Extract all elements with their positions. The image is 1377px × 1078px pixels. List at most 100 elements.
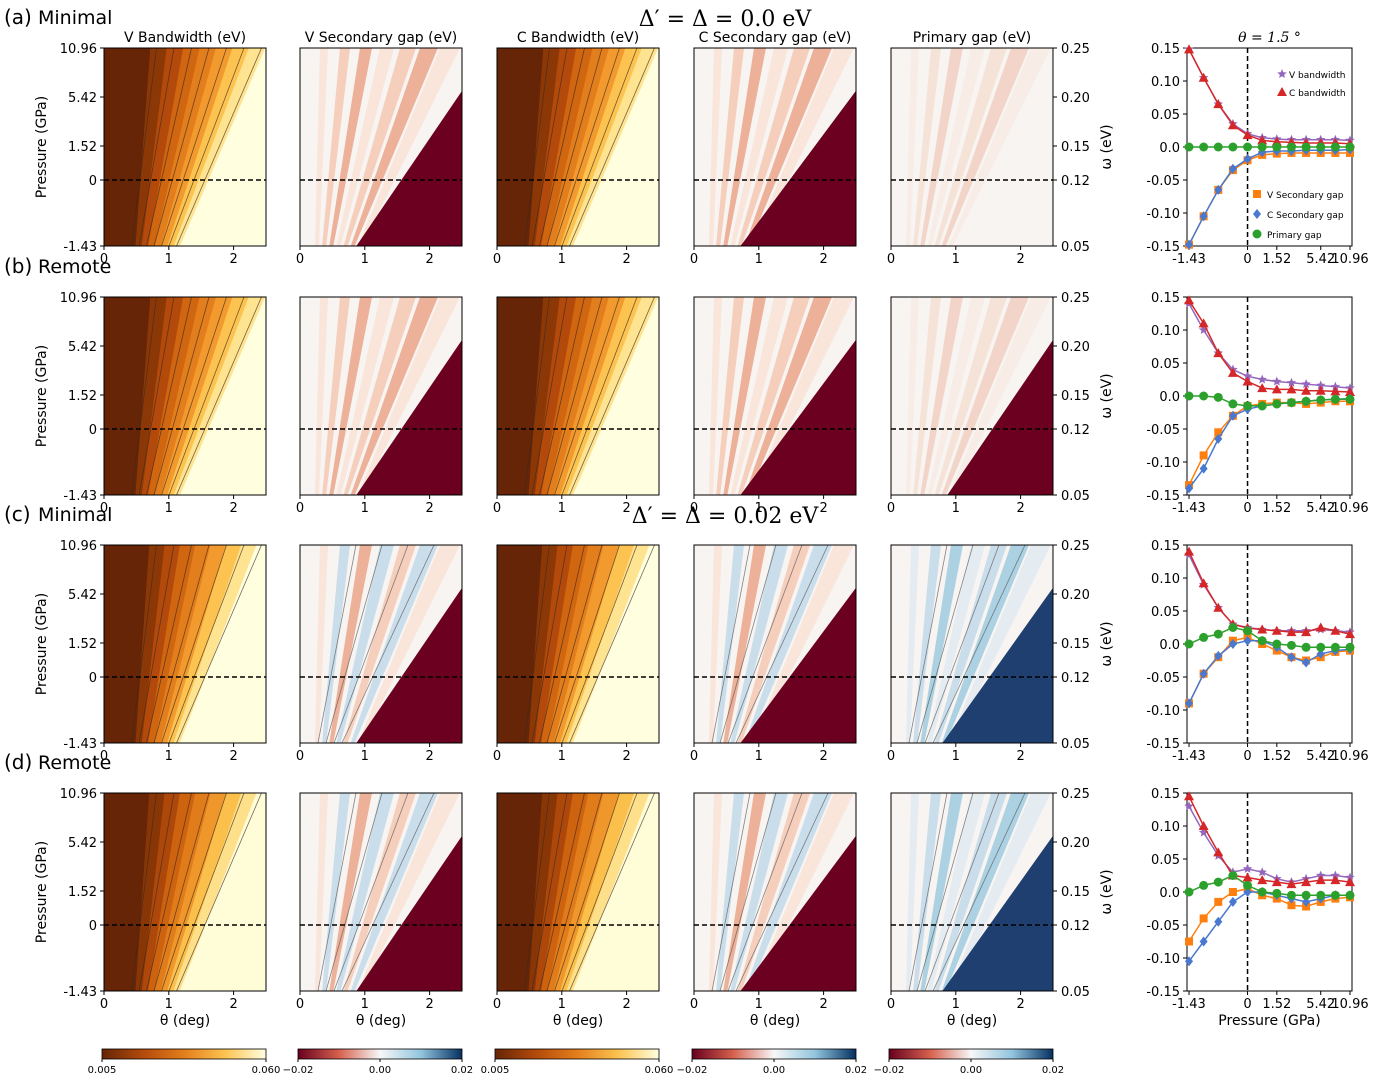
contour-line	[317, 545, 357, 743]
line-y-tick-label: 0.15	[1151, 539, 1180, 554]
marker-v-secondary-gap	[1214, 428, 1223, 437]
contour-line	[546, 48, 603, 246]
x-tick-label: 2	[819, 501, 827, 516]
omega-tick-label: 0.20	[1061, 588, 1090, 603]
row-model-label: Remote	[38, 256, 111, 278]
marker-v-bandwidth	[1198, 827, 1209, 837]
marker-primary-gap	[1301, 890, 1311, 900]
line-x-tick-label: 10.96	[1331, 997, 1368, 1012]
contour-line	[138, 297, 175, 495]
marker-c-secondary-gap	[1243, 887, 1252, 897]
contour-line	[539, 297, 585, 495]
line-y-tick-label: 0.10	[1151, 75, 1180, 90]
heatmap-band	[573, 48, 659, 246]
colorbar: −0.02 0.00 0.02	[283, 1048, 473, 1076]
marker-v-bandwidth	[1272, 376, 1282, 386]
contour-line	[569, 48, 655, 246]
x-tick-label: 0	[887, 501, 895, 516]
heatmap-stripe	[906, 793, 919, 991]
colorbar: 0.005 0.060	[481, 1048, 673, 1076]
contour-line	[916, 793, 974, 991]
heatmap-field	[300, 48, 462, 246]
marker-primary-gap	[1199, 142, 1209, 152]
contour-line	[341, 545, 435, 743]
x-tick-label: 1	[558, 749, 566, 764]
contour-line	[153, 297, 210, 495]
line-y-tick-label: -0.05	[1146, 671, 1180, 686]
contour-line	[146, 793, 192, 991]
marker-c-secondary-gap	[1214, 184, 1223, 195]
heatmap-stripe	[737, 297, 810, 495]
marker-primary-gap	[1316, 890, 1326, 900]
panel-row: (a) Minimal Δ′ = Δ = 0.0 eV 0 1 2 V Bandwidth …	[4, 5, 1369, 267]
contour-line	[908, 545, 948, 743]
contour-line	[131, 793, 157, 991]
contour-line	[916, 545, 974, 743]
omega-axis-label: ω (eV)	[1099, 621, 1115, 666]
x-axis-label: θ (deg)	[356, 1013, 406, 1029]
legend-marker	[1252, 229, 1262, 239]
contour-line	[554, 297, 620, 495]
heatmap-stripe	[315, 297, 328, 495]
contour-line	[908, 793, 948, 991]
marker-primary-gap	[1286, 142, 1296, 152]
marker-primary-gap	[1243, 142, 1253, 152]
line-x-tick-label: 10.96	[1331, 252, 1368, 267]
heatmap-wedge	[740, 339, 856, 495]
heatmap-frame	[693, 544, 857, 744]
heatmap-stripe	[336, 545, 394, 743]
heatmap-stripe	[723, 48, 766, 246]
marker-primary-gap	[1243, 880, 1253, 890]
contour-line	[176, 545, 262, 743]
x-tick-label: 2	[622, 252, 630, 267]
marker-c-bandwidth	[1213, 847, 1224, 857]
line-y-tick-label: -0.10	[1146, 456, 1180, 471]
heatmap-stripe	[737, 545, 810, 743]
heatmap-stripe	[730, 297, 788, 495]
heatmap-stripe	[350, 793, 438, 991]
heatmap-wedge	[356, 90, 462, 246]
y-tick-label: 5.42	[68, 340, 97, 355]
x-tick-label: 1	[952, 997, 960, 1012]
line-x-tick-label: 5.42	[1306, 997, 1335, 1012]
heatmap-stripe	[716, 297, 744, 495]
marker-c-secondary-gap	[1228, 639, 1237, 649]
row-tag: (d)	[4, 750, 32, 774]
marker-c-bandwidth	[1301, 877, 1312, 887]
legend-marker	[1277, 87, 1287, 96]
heatmap-field	[497, 545, 659, 743]
x-tick-label: 1	[558, 252, 566, 267]
omega-tick-label: 0.12	[1061, 919, 1090, 934]
marker-c-bandwidth	[1257, 383, 1268, 393]
marker-c-bandwidth	[1198, 578, 1209, 588]
x-tick-label: 1	[165, 252, 173, 267]
omega-tick-label: 0.25	[1061, 291, 1090, 306]
row-model-label: Minimal	[38, 7, 112, 29]
heatmap-frame	[299, 792, 463, 992]
omega-tick-label: 0.15	[1061, 885, 1090, 900]
colorbar: 0.005 0.060	[88, 1048, 280, 1076]
contour-line	[719, 545, 777, 743]
contour-line	[168, 297, 245, 495]
omega-tick-label: 0.12	[1061, 671, 1090, 686]
row-tag: (c)	[4, 502, 31, 526]
legend-label: V Secondary gap	[1267, 191, 1344, 201]
omega-axis-label: ω (eV)	[1099, 373, 1115, 418]
heatmap-wedge	[356, 339, 462, 495]
marker-v-secondary-gap	[1287, 901, 1296, 910]
line-y-tick-label: 0.0	[1159, 390, 1180, 405]
x-tick-label: 2	[622, 501, 630, 516]
colorbar-tick-label: 0.00	[369, 1065, 391, 1076]
marker-primary-gap	[1184, 142, 1194, 152]
x-axis-label: θ (deg)	[750, 1013, 800, 1029]
heatmap-stripe	[329, 48, 372, 246]
marker-c-bandwidth	[1184, 295, 1194, 305]
contour-line	[138, 48, 175, 246]
heatmap-frame	[103, 544, 267, 744]
heatmap-frame	[103, 47, 267, 247]
heatmap-band	[179, 793, 266, 991]
contour-line	[333, 793, 409, 991]
y-tick-label: 1.52	[68, 637, 97, 652]
contour-line	[924, 793, 1000, 991]
heatmap-stripe	[948, 48, 1051, 246]
